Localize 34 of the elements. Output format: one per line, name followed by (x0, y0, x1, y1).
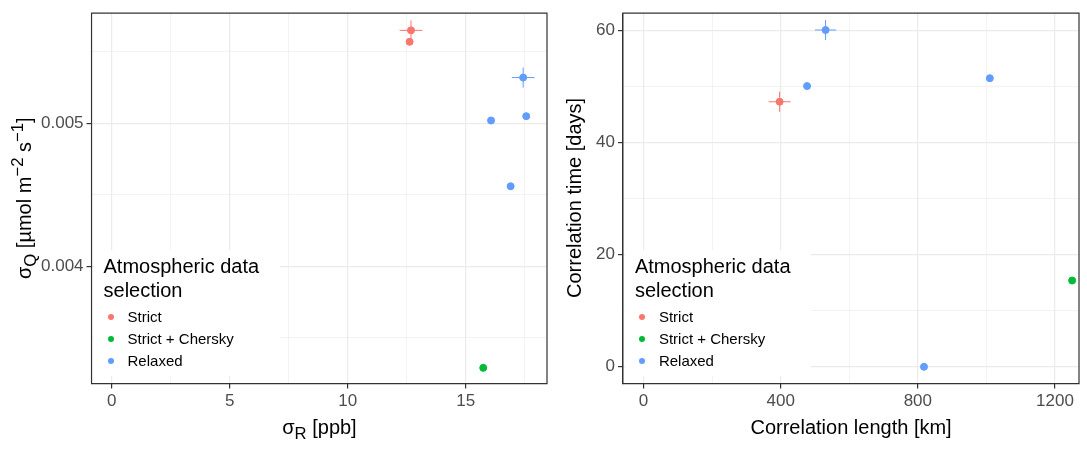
point (803, 82, 812, 91)
point (487, 116, 496, 125)
legend-title: Atmospheric data selection (103, 253, 261, 302)
y-tick-label: 40 (595, 132, 615, 152)
legend-title: Atmospheric data selection (634, 253, 792, 302)
y-tick-label: 0.005 (40, 113, 84, 133)
x-tick-label: 10 (338, 391, 358, 411)
legend-label: Relaxed (127, 350, 183, 371)
y-tick-label: 60 (595, 20, 615, 40)
x-tick-label: 5 (224, 391, 235, 411)
x-tick-label: 1200 (1036, 391, 1074, 411)
x-tick-label: 0 (638, 391, 649, 411)
legend-label: Strict + Chersky (658, 328, 766, 349)
point (405, 37, 414, 46)
legend-label: Relaxed (658, 350, 714, 371)
point (522, 112, 531, 121)
point (920, 362, 928, 371)
y-tick-label: 0.004 (40, 256, 84, 276)
y-tick-label: 20 (595, 244, 615, 264)
x-tick-label: 0 (106, 391, 117, 411)
x-tick-label: 400 (766, 391, 795, 411)
x-tick-label: 15 (456, 391, 476, 411)
x-axis-title: σ$_{R}$ [ppb] (282, 415, 357, 444)
point (985, 74, 994, 83)
x-axis-title: Correlation length [km] (750, 415, 952, 439)
legend-label: Strict (658, 306, 694, 327)
point (479, 363, 488, 372)
point (1068, 276, 1077, 285)
x-tick-label: 800 (903, 391, 933, 411)
y-tick-label: 0 (605, 356, 615, 376)
legend-label: Strict + Chersky (127, 328, 234, 349)
point (506, 182, 515, 191)
y-axis-title: Correlation time [days] (563, 98, 586, 299)
legend-label: Strict (127, 306, 162, 327)
